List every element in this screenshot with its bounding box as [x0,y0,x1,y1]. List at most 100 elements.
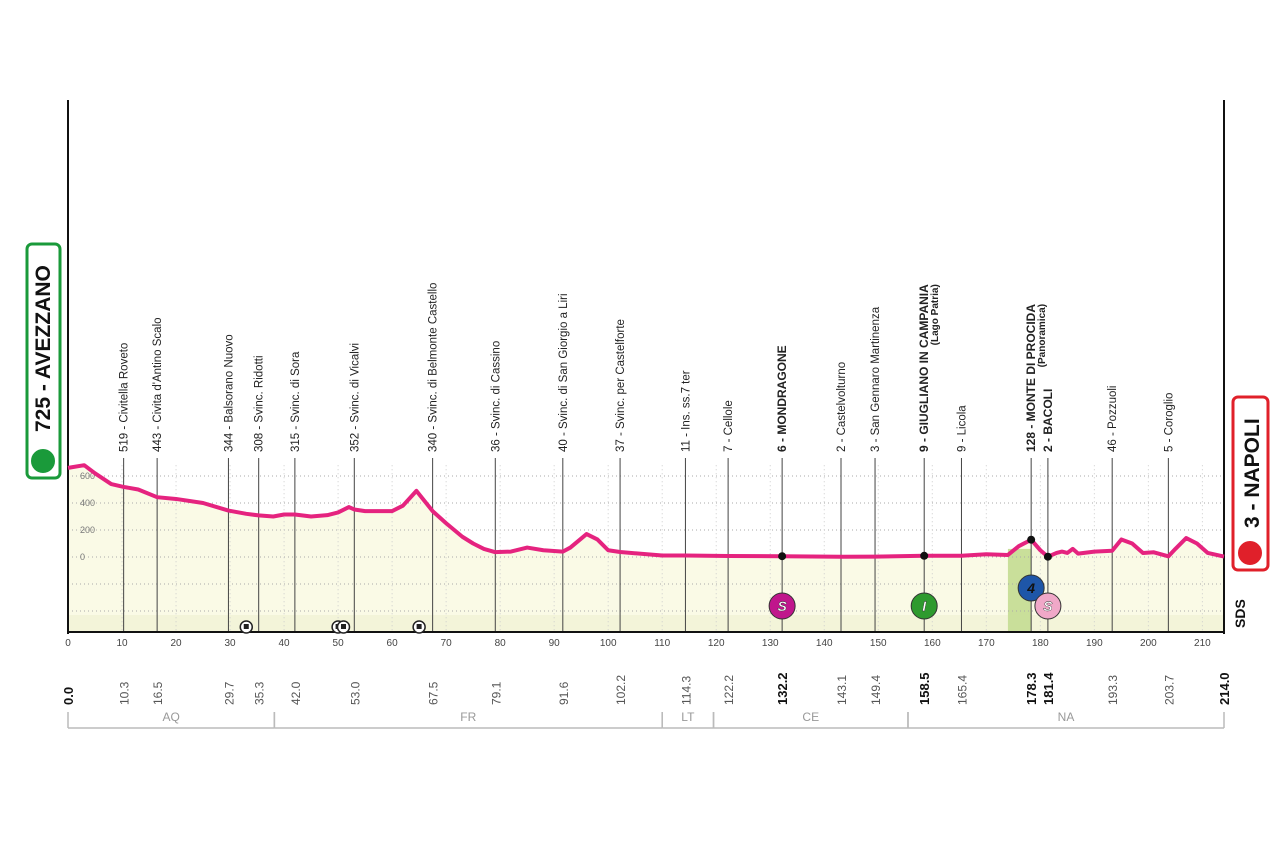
waypoint-label: 340 - Svinc. di Belmonte Castello [428,283,440,452]
waypoint-km: 53.0 [348,681,362,705]
waypoint-sublabel: (Lago Patria) [930,284,941,345]
waypoint-km: 102.2 [614,675,628,705]
waypoint-km: 114.3 [679,676,693,705]
waypoint-km: 10.3 [118,681,132,705]
tunnel-icon-inner [340,624,346,629]
waypoint-label: 9 - Licola [956,405,968,452]
waypoint-dot [778,552,787,561]
waypoint-dot [1027,535,1036,544]
waypoint-km: 0.0 [61,687,76,705]
waypoint-label: 6 - MONDRAGONE [775,345,789,452]
x-tick-label: 80 [495,638,507,649]
province-label: NA [1058,710,1075,724]
x-tick-label: 40 [279,638,291,649]
finish-box [1231,395,1270,572]
sprint-marker-symbol: S [1043,598,1053,614]
cyclist-icon [29,447,57,475]
start-box [25,242,62,480]
waypoint-dot [1043,552,1052,561]
waypoint-km: 193.3 [1106,675,1120,705]
waypoint-km: 42.0 [289,681,303,705]
x-tick-label: 10 [116,638,128,649]
waypoint-km: 91.6 [557,681,571,705]
profile-line [67,463,1225,559]
profile-fill [68,465,1224,632]
waypoint-km: 16.5 [151,681,165,705]
waypoint-label: 352 - Svinc. di Vicalvi [349,343,361,452]
tunnel-icon-inner [243,624,249,629]
waypoint-label: 128 - MONTE DI PROCIDA [1024,304,1038,452]
waypoint-km: 203.7 [1162,675,1176,705]
province-label: FR [460,710,476,724]
waypoint-label: 344 - Balsorano Nuovo [223,334,235,452]
sprint-marker-icon [1034,592,1062,620]
waypoint-label: 11 - Ins. ss.7 ter [680,370,692,452]
x-tick-label: 180 [1032,638,1049,649]
x-tick-label: 150 [870,638,887,649]
x-tick-label: 200 [1140,638,1157,649]
x-tick-label: 90 [549,638,561,649]
sprint-marker-symbol: S [777,598,787,614]
waypoint-label: 36 - Svinc. di Cassino [490,341,502,452]
waypoint-km: 35.3 [253,681,267,705]
profile-base-shade [68,615,1224,632]
waypoint-km: 214.0 [1217,672,1232,705]
kom-marker-symbol: 4 [1026,580,1035,596]
waypoint-label: 5 - Coroglio [1163,393,1175,452]
x-tick-label: 0 [65,638,71,649]
x-tick-label: 110 [654,638,670,649]
tunnel-icon-inner [416,624,422,629]
waypoint-label: 9 - GIUGLIANO IN CAMPANIA [917,284,931,452]
kom-marker-icon [1017,574,1045,602]
x-tick-label: 140 [816,638,833,649]
x-tick-label: 70 [441,638,453,649]
province-bracket [907,712,1225,729]
waypoint-km: 79.1 [489,681,503,705]
x-tick-label: 30 [224,638,236,649]
x-tick-label: 210 [1194,638,1211,649]
waypoint-label: 37 - Svinc. per Castelforte [615,319,627,452]
y-tick-label: 600 [80,471,95,481]
intermediate-marker-symbol: I [922,598,927,614]
waypoint-label: 308 - Svinc. Ridotti [254,355,266,452]
waypoint-label: 2 - Castelvolturno [836,362,848,452]
x-tick-label: 20 [170,638,182,649]
y-tick-label: 400 [80,498,95,508]
y-tick-label: 0 [80,552,85,562]
waypoint-km: 181.4 [1041,672,1056,705]
sds-logo: SDS [1232,599,1248,628]
waypoint-km: 149.4 [869,675,883,705]
waypoint-label: 2 - BACOLI [1041,389,1055,452]
x-tick-label: 130 [762,638,779,649]
finish-label: 3 - NAPOLI [1241,418,1264,528]
waypoint-km: 132.2 [775,672,790,705]
province-label: LT [681,710,695,724]
waypoint-km: 122.2 [722,675,736,705]
x-tick-label: 50 [333,638,345,649]
waypoint-label: 40 - Svinc. di San Giorgio a Liri [558,293,570,452]
start-label: 725 - AVEZZANO [32,265,55,432]
x-tick-label: 170 [978,638,995,649]
waypoint-km: 158.5 [917,672,932,705]
province-label: CE [802,710,819,724]
waypoint-km: 165.4 [955,675,969,705]
waypoint-label: 315 - Svinc. di Sora [290,351,302,452]
waypoint-km: 178.3 [1024,672,1039,705]
province-label: AQ [163,710,180,724]
sprint-marker-icon [768,592,796,620]
cyclist-icon [1236,539,1264,567]
waypoint-label: 7 - Cellole [723,400,735,452]
waypoint-sublabel: (Panoramica) [1037,304,1048,367]
y-tick-label: 200 [80,525,95,535]
intermediate-marker-icon [910,592,938,620]
x-tick-label: 60 [387,638,399,649]
waypoint-label: 519 - Civitella Roveto [119,343,131,452]
x-tick-label: 120 [708,638,725,649]
waypoint-label: 46 - Pozzuoli [1107,386,1119,452]
waypoint-km: 143.1 [835,675,849,705]
x-tick-label: 190 [1086,638,1103,649]
waypoint-km: 29.7 [222,681,236,705]
x-tick-label: 160 [924,638,941,649]
